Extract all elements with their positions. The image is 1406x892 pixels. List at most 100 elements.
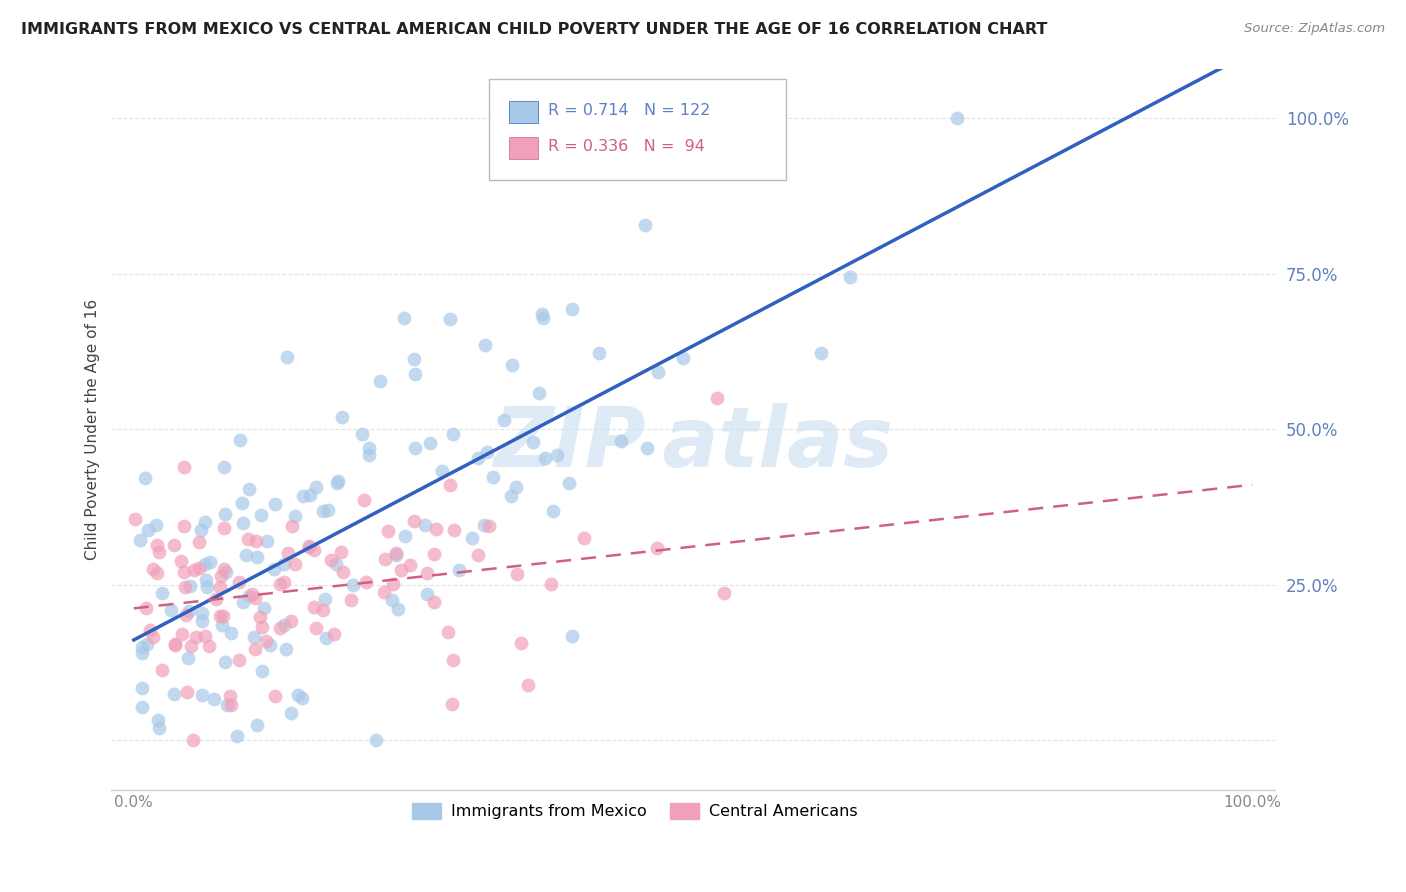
Point <box>377 524 399 538</box>
Point <box>142 630 165 644</box>
Point <box>253 601 276 615</box>
Point <box>170 554 193 568</box>
Point <box>706 392 728 406</box>
Point <box>232 516 254 531</box>
Point <box>501 358 523 372</box>
Point <box>198 555 221 569</box>
Point <box>148 721 170 735</box>
Point <box>269 577 291 591</box>
Point <box>212 609 235 624</box>
Point <box>238 589 260 603</box>
Point <box>534 450 557 465</box>
Point <box>246 550 269 565</box>
Point <box>269 621 291 635</box>
Point <box>516 678 538 692</box>
Point <box>170 626 193 640</box>
Point <box>235 549 257 563</box>
Point <box>194 558 217 572</box>
Point <box>246 718 269 732</box>
Point <box>274 642 297 657</box>
Point <box>243 642 266 657</box>
Point <box>209 568 232 582</box>
Point <box>180 639 202 653</box>
Point <box>304 621 326 635</box>
Point <box>188 561 211 575</box>
Point <box>672 351 695 366</box>
Point <box>475 444 498 458</box>
Point <box>374 552 396 566</box>
Point <box>128 533 150 548</box>
Point <box>174 580 197 594</box>
Point <box>240 587 263 601</box>
Point <box>443 523 465 537</box>
Point <box>205 591 228 606</box>
Point <box>506 566 529 581</box>
Point <box>245 534 267 549</box>
Point <box>131 640 153 654</box>
Point <box>572 531 595 545</box>
FancyBboxPatch shape <box>509 137 538 159</box>
Point <box>135 637 157 651</box>
Point <box>481 469 503 483</box>
Point <box>208 581 231 595</box>
Point <box>238 482 260 496</box>
Point <box>212 460 235 475</box>
Point <box>298 488 321 502</box>
Point <box>264 690 287 704</box>
FancyBboxPatch shape <box>509 101 538 123</box>
Point <box>330 410 353 425</box>
Point <box>259 638 281 652</box>
Point <box>415 566 437 580</box>
Point <box>163 538 186 552</box>
Point <box>252 664 274 678</box>
Point <box>404 441 426 455</box>
Point <box>437 625 460 640</box>
Point <box>558 476 581 491</box>
Point <box>191 614 214 628</box>
Point <box>190 524 212 538</box>
Point <box>352 427 374 442</box>
Point <box>838 269 860 284</box>
Point <box>461 531 484 545</box>
Point <box>531 307 554 321</box>
Point <box>315 631 337 645</box>
Point <box>214 655 236 669</box>
Point <box>202 692 225 706</box>
Point <box>146 713 169 727</box>
FancyBboxPatch shape <box>489 79 786 180</box>
Point <box>250 620 273 634</box>
Point <box>522 435 544 450</box>
Point <box>423 547 446 561</box>
Point <box>150 585 173 599</box>
Point <box>312 603 335 617</box>
Point <box>277 546 299 560</box>
Point <box>190 606 212 620</box>
Point <box>425 523 447 537</box>
Point <box>340 592 363 607</box>
Point <box>543 503 565 517</box>
Point <box>314 591 336 606</box>
Point <box>215 698 238 712</box>
Point <box>181 733 204 747</box>
Point <box>292 489 315 503</box>
Point <box>179 604 201 618</box>
Point <box>212 561 235 575</box>
Point <box>634 218 657 232</box>
Point <box>404 368 426 382</box>
Point <box>467 451 489 466</box>
Point <box>232 595 254 609</box>
Point <box>280 519 302 533</box>
Point <box>368 374 391 388</box>
Text: R = 0.714   N = 122: R = 0.714 N = 122 <box>548 103 710 118</box>
Point <box>381 593 404 607</box>
Point <box>439 478 461 492</box>
Point <box>325 475 347 490</box>
Point <box>416 587 439 601</box>
Point <box>228 575 250 590</box>
Point <box>163 638 186 652</box>
Text: IMMIGRANTS FROM MEXICO VS CENTRAL AMERICAN CHILD POVERTY UNDER THE AGE OF 16 COR: IMMIGRANTS FROM MEXICO VS CENTRAL AMERIC… <box>21 22 1047 37</box>
Point <box>322 627 344 641</box>
Point <box>540 576 562 591</box>
Point <box>256 533 278 548</box>
Point <box>353 493 375 508</box>
